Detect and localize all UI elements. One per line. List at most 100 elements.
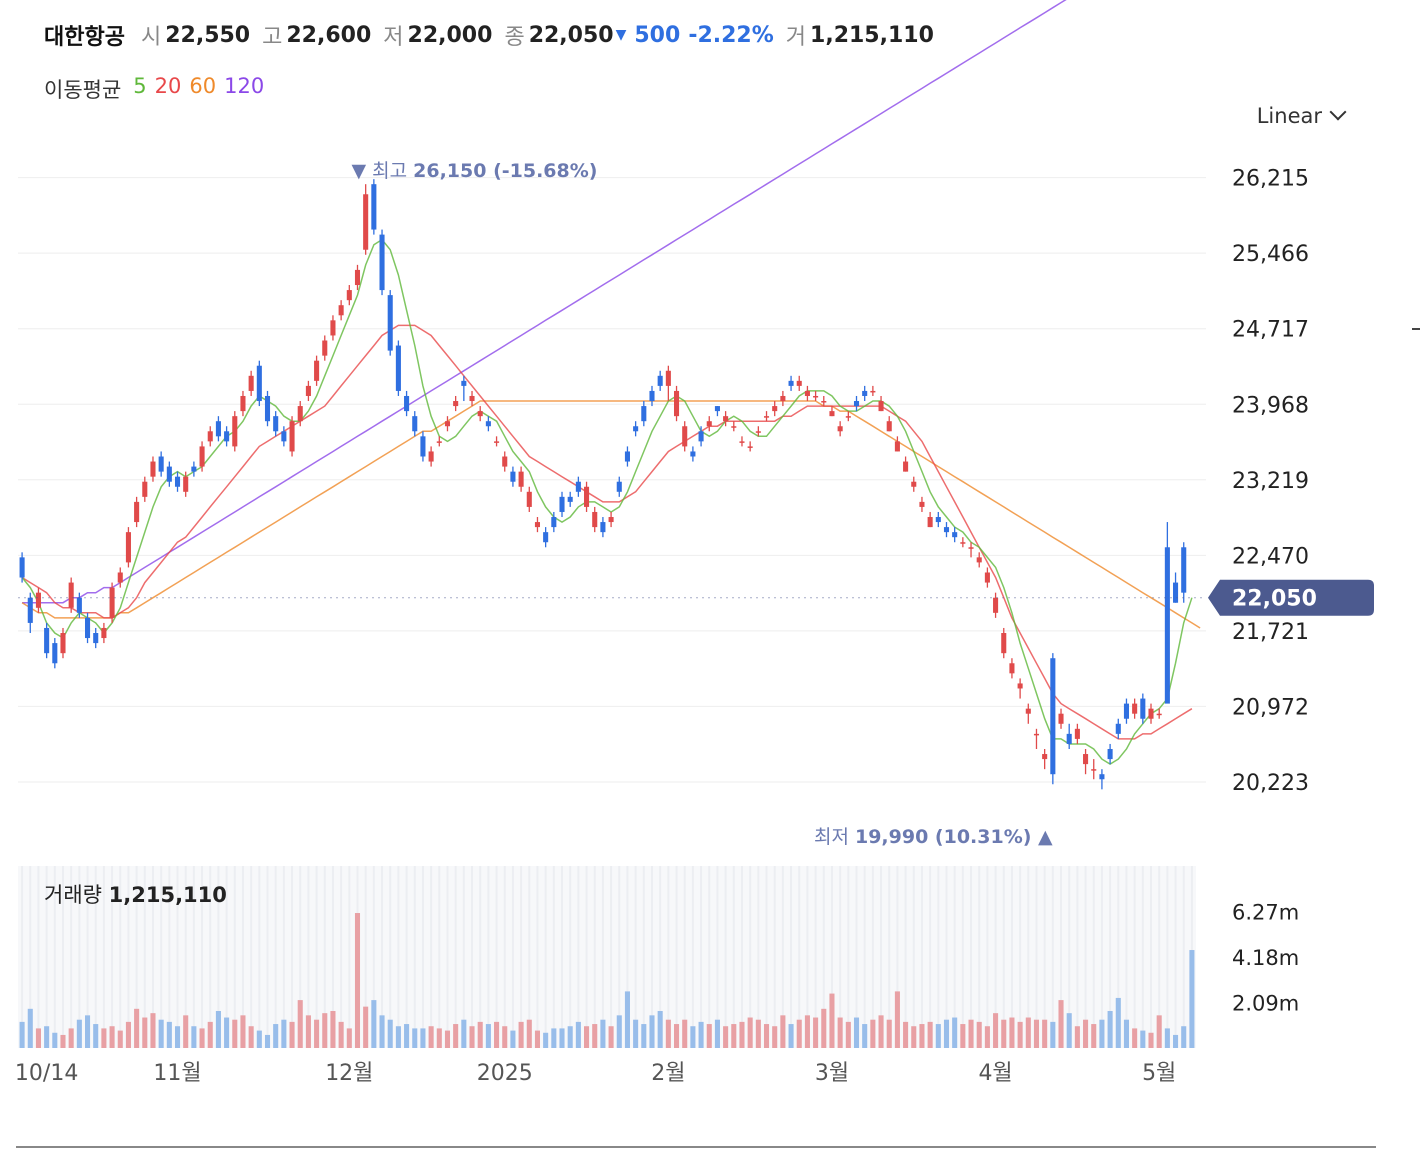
candle-body — [215, 421, 221, 437]
volume-bar — [780, 1015, 786, 1048]
candle-body — [993, 597, 999, 613]
candle-body — [142, 481, 148, 497]
candle — [84, 612, 91, 644]
candle — [330, 315, 336, 341]
candle-body — [1091, 769, 1097, 771]
candle-body — [870, 390, 876, 393]
ma-legend-title: 이동평균 — [44, 78, 122, 102]
volume-bar — [886, 1019, 892, 1048]
volume-bar — [584, 1026, 590, 1048]
candle — [641, 401, 647, 427]
candle-body — [379, 234, 385, 291]
volume-bar — [109, 1026, 115, 1048]
scrollbar-marker[interactable] — [1412, 328, 1420, 330]
candle-body — [68, 582, 74, 608]
candle — [44, 622, 50, 659]
candle — [1058, 708, 1064, 729]
candle — [870, 385, 876, 396]
candle — [1074, 723, 1080, 744]
candle — [788, 375, 794, 391]
candle-body — [224, 431, 230, 442]
volume-bar — [256, 1030, 262, 1048]
high-annotation: ▼ 최고 26,150 (-15.68%) — [351, 160, 597, 182]
candle — [444, 416, 451, 432]
candle — [305, 380, 311, 402]
volume-bar — [845, 1021, 851, 1048]
volume-bar — [379, 1015, 385, 1048]
candle — [772, 401, 778, 417]
candle-body — [976, 557, 982, 563]
volume-tick-label: 2.09m — [1232, 992, 1299, 1016]
candle — [436, 436, 442, 447]
candle-body — [600, 522, 606, 533]
candle-body — [616, 481, 622, 492]
candle-body — [444, 421, 451, 427]
candle-body — [698, 431, 704, 442]
volume-bar — [1115, 997, 1121, 1048]
volume-bar — [976, 1021, 982, 1048]
candle-body — [44, 627, 50, 654]
candle-body — [428, 451, 434, 462]
volume-value: 1,215,110 — [810, 22, 934, 48]
low-annotation: 최저 19,990 (10.31%) ▲ — [814, 826, 1053, 848]
candle — [469, 390, 475, 407]
candle-body — [166, 466, 172, 482]
scale-selector[interactable]: Linear — [1256, 103, 1347, 128]
candle-body — [191, 466, 197, 472]
candle-body — [35, 592, 41, 608]
candle — [264, 390, 271, 427]
volume-bar — [76, 1019, 82, 1048]
ma-5-toggle[interactable]: 5 — [133, 74, 147, 98]
volume-bar — [183, 1015, 189, 1048]
volume-bar — [281, 1019, 287, 1048]
scale-label: Linear — [1256, 104, 1322, 128]
candle — [682, 421, 688, 452]
volume-bar — [559, 1028, 565, 1048]
volume-bar — [1042, 1019, 1048, 1048]
x-tick-label: 3월 — [815, 1061, 849, 1086]
volume-tick-label: 4.18m — [1232, 946, 1299, 970]
change-down-icon: ▼ — [615, 27, 627, 43]
candle-body — [322, 340, 328, 356]
volume-bar — [682, 1019, 688, 1048]
ma-60-toggle[interactable]: 60 — [189, 74, 217, 98]
candle — [657, 370, 663, 391]
volume-bar — [649, 1015, 655, 1048]
candle-body — [232, 416, 238, 447]
volume-bar — [248, 1026, 254, 1048]
candle-body — [567, 496, 573, 502]
candle — [502, 451, 508, 472]
candle — [93, 627, 99, 649]
candle-body — [60, 633, 66, 654]
volume-bar — [84, 1015, 91, 1048]
ma-20-toggle[interactable]: 20 — [154, 74, 182, 98]
candle — [281, 426, 287, 447]
candle-body — [174, 476, 181, 487]
series-line-ma5 — [21, 238, 1193, 765]
candle — [52, 638, 58, 669]
candle-body — [207, 431, 213, 442]
volume-bar — [35, 1028, 41, 1048]
candle — [919, 496, 925, 512]
candle — [420, 431, 426, 462]
volume-bar — [943, 1019, 950, 1048]
candle — [878, 395, 884, 412]
volume-bar — [592, 1024, 598, 1048]
candle-body — [1033, 733, 1040, 736]
candle-body — [469, 395, 475, 402]
volume-bar — [428, 1026, 434, 1048]
stock-name: 대한항공 — [44, 25, 125, 50]
candle — [853, 395, 860, 412]
candle-body — [821, 401, 827, 403]
volume-bar — [166, 1021, 172, 1048]
candle — [461, 375, 467, 402]
volume-bar — [1001, 1019, 1007, 1048]
candle-body — [1083, 754, 1089, 765]
volume-bar — [772, 1026, 778, 1048]
volume-bar — [1156, 1015, 1162, 1048]
volume-bar — [534, 1030, 541, 1048]
candle-body — [1050, 658, 1056, 775]
volume-bar — [821, 1008, 827, 1048]
ma-120-toggle[interactable]: 120 — [224, 74, 265, 98]
